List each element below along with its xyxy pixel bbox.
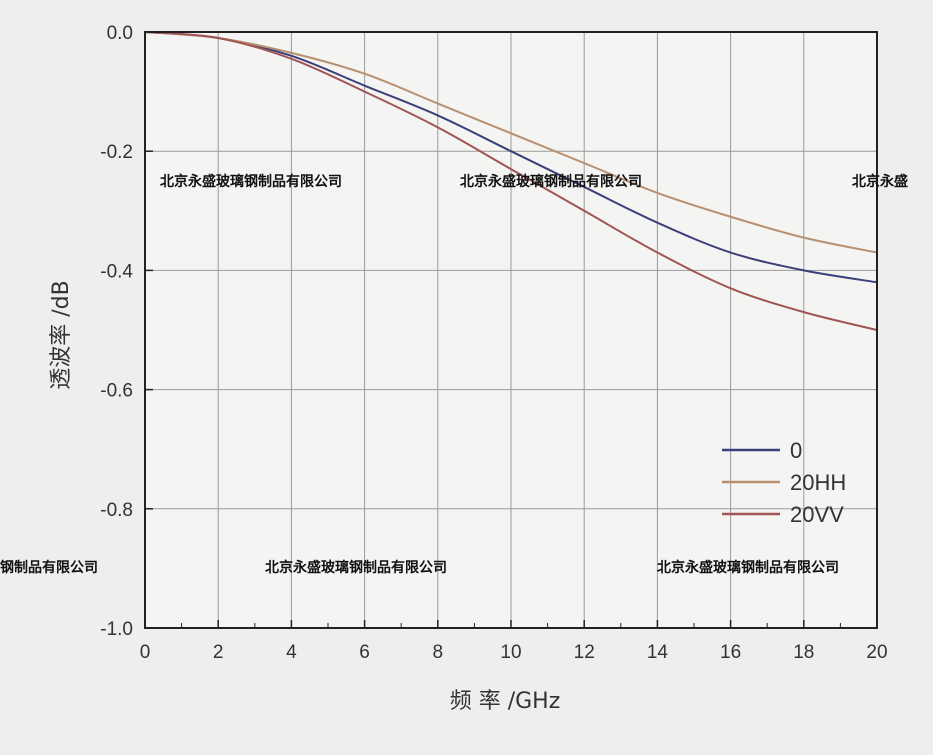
x-tick-label: 12: [574, 642, 595, 663]
x-tick-label: 10: [500, 642, 521, 663]
watermark-text: 北京永盛玻璃钢制品有限公司: [460, 173, 642, 190]
legend-label: 20VV: [790, 502, 844, 527]
y-tick-label: 0.0: [107, 23, 133, 44]
y-tick-label: -0.2: [100, 142, 133, 163]
series-line-0: [144, 31, 878, 284]
x-tick-label: 8: [433, 642, 444, 663]
x-tick-label: 18: [793, 642, 814, 663]
x-tick-label: 6: [359, 642, 370, 663]
x-tick-label: 0: [140, 642, 151, 663]
y-axis-label: 透波率 /dB: [49, 280, 74, 389]
watermark-text: 北京永盛玻璃钢制品有限公司: [265, 559, 447, 576]
axis-ticks: 0 2 4 6 8 10 12 14 16 18 20 0.0 -0.2 -0.4 -0.6 -0.8 -1.0: [100, 23, 887, 663]
legend: 0 20HH 20VV: [722, 438, 846, 527]
y-tick-label: -0.4: [100, 261, 133, 282]
watermark-text: 钢制品有限公司: [0, 559, 98, 576]
watermark-text: 北京永盛玻璃钢制品有限公司: [657, 559, 839, 576]
x-tick-label: 16: [720, 642, 741, 663]
legend-label: 0: [790, 438, 802, 463]
watermark-text: 北京永盛: [852, 173, 908, 190]
x-tick-label: 14: [647, 642, 669, 663]
legend-label: 20HH: [790, 470, 846, 495]
series-line-20HH: [144, 31, 878, 254]
watermark-text: 北京永盛玻璃钢制品有限公司: [160, 173, 342, 190]
y-tick-label: -0.6: [100, 381, 133, 402]
y-tick-label: -1.0: [100, 619, 133, 640]
x-tick-label: 4: [286, 642, 297, 663]
plot-frame: [144, 31, 878, 629]
series-lines: [144, 31, 878, 331]
x-tick-label: 2: [213, 642, 224, 663]
x-tick-label: 20: [866, 642, 887, 663]
y-tick-label: -0.8: [100, 500, 133, 521]
series-line-20VV: [144, 31, 878, 331]
x-axis-label: 频 率 /GHz: [450, 689, 561, 714]
watermarks: 北京永盛玻璃钢制品有限公司 北京永盛玻璃钢制品有限公司 北京永盛 钢制品有限公司…: [0, 173, 908, 576]
